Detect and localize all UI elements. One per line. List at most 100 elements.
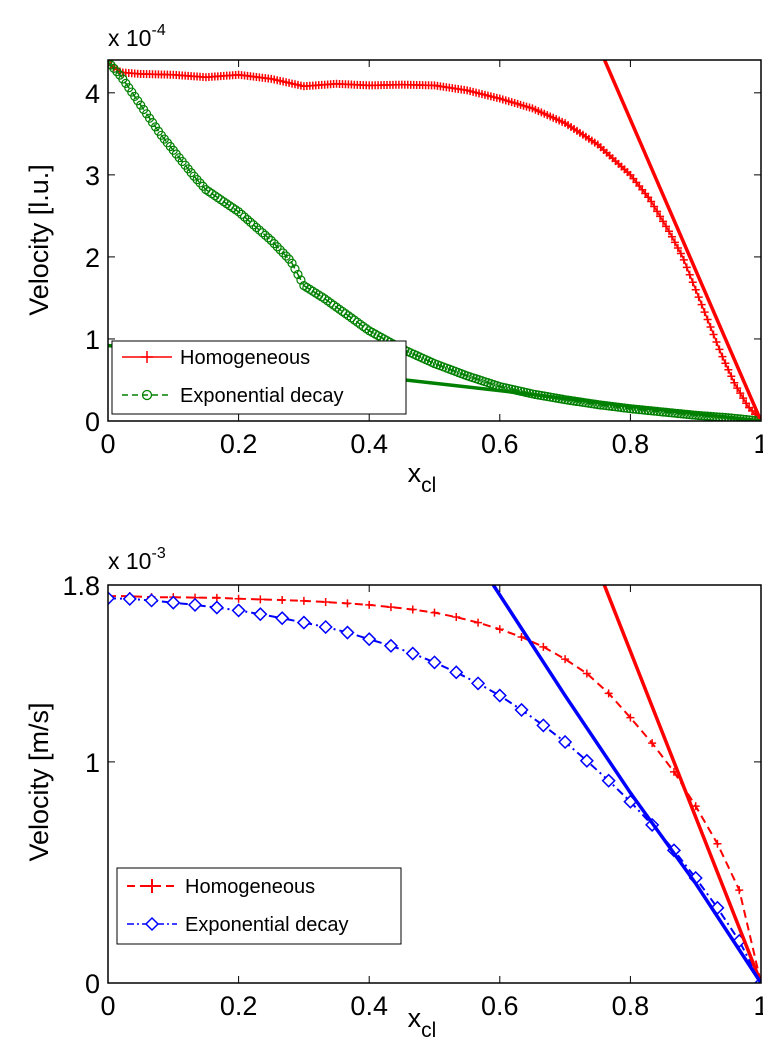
y-tick-label: 3: [85, 161, 100, 191]
data-point-homogeneous: [299, 596, 308, 605]
legend-label-exponential-decay: Exponential decay: [185, 914, 348, 936]
y-tick-label: 1.8: [62, 571, 100, 601]
data-point-homogeneous: [539, 642, 548, 651]
tick-layer: 0 0.2 0.4 0.6 0.8 1 0 1 1.8: [62, 571, 763, 1021]
data-point-exponential-decay: [242, 215, 253, 225]
plot-frame: [107, 59, 762, 422]
data-point-homogeneous: [697, 300, 706, 309]
data-point-homogeneous: [321, 598, 330, 607]
data-point-exponential-decay: [296, 275, 306, 285]
y-axis-label: Velocity [m/s]: [24, 702, 54, 861]
data-point-exponential-decay: [275, 245, 285, 255]
data-point-exponential-decay: [251, 222, 262, 233]
data-point-exponential-decay: [281, 251, 291, 261]
data-point-exponential-decay: [318, 619, 333, 635]
data-point-homogeneous: [676, 249, 685, 258]
x-tick-label: 0.4: [350, 429, 388, 459]
data-point-homogeneous: [234, 594, 243, 603]
legend-marker-homogeneous: [145, 879, 159, 893]
data-point-homogeneous: [703, 315, 712, 324]
data-point-exponential-decay: [470, 676, 486, 691]
data-point-homogeneous: [739, 394, 748, 403]
data-point-exponential-decay: [122, 591, 137, 606]
data-point-homogeneous: [713, 839, 722, 848]
series-layer: [108, 585, 761, 983]
x-tick-label: 0.6: [481, 429, 519, 459]
data-point-exponential-decay: [328, 300, 339, 310]
series-line-guide-line-3: [491, 585, 761, 983]
tick-layer: 0 0.2 0.4 0.6 0.8 1 0 1 2 3 4: [85, 60, 763, 459]
x-tick-label: 0.2: [220, 429, 258, 459]
data-point-homogeneous: [256, 595, 265, 604]
data-point-homogeneous: [650, 202, 659, 211]
data-point-homogeneous: [430, 608, 439, 617]
data-point-homogeneous: [278, 596, 287, 605]
legend: Homogeneous Exponential decay: [116, 867, 402, 945]
y-axis-label: Velocity [l.u.]: [24, 164, 54, 316]
x-axis-label: xcl: [408, 458, 437, 497]
data-point-exponential-decay: [108, 591, 116, 606]
y-tick-label: 2: [85, 243, 100, 273]
legend-label-exponential-decay: Exponential decay: [180, 385, 343, 407]
series-line-guide-line-2: [602, 60, 761, 421]
data-point-homogeneous: [736, 389, 745, 398]
x-tick-label: 0.8: [612, 991, 650, 1021]
x-tick-label: 1: [753, 991, 763, 1021]
data-point-exponential-decay: [358, 321, 368, 332]
x-axis-label: xcl: [408, 1003, 437, 1042]
data-point-exponential-decay: [144, 593, 159, 608]
data-point-homogeneous: [673, 243, 682, 252]
data-point-exponential-decay: [275, 611, 290, 626]
data-point-exponential-decay: [253, 607, 268, 622]
data-point-exponential-decay: [269, 239, 279, 249]
y-multiplier-label: x 10-4: [108, 22, 166, 51]
data-point-homogeneous: [727, 372, 736, 381]
series-homogeneous: [108, 60, 761, 421]
data-point-exponential-decay: [492, 688, 507, 703]
legend-label-homogeneous: Homogeneous: [180, 347, 310, 369]
data-point-exponential-decay: [209, 600, 224, 615]
data-point-exponential-decay: [340, 625, 355, 640]
data-point-exponential-decay: [263, 233, 273, 243]
legend-marker-exponential-decay: [144, 916, 160, 932]
data-point-homogeneous: [742, 399, 751, 408]
data-point-homogeneous: [582, 669, 591, 678]
data-point-homogeneous: [517, 632, 526, 641]
data-point-homogeneous: [685, 270, 694, 279]
data-point-exponential-decay: [245, 217, 256, 227]
data-point-exponential-decay: [248, 220, 259, 230]
legend: Homogeneous Exponential decay: [111, 340, 407, 415]
data-point-exponential-decay: [257, 228, 267, 238]
x-tick-label: 0.8: [612, 429, 650, 459]
data-point-homogeneous: [656, 212, 665, 221]
data-point-exponential-decay: [337, 306, 348, 317]
data-point-exponential-decay: [166, 595, 181, 610]
data-point-homogeneous: [452, 613, 461, 622]
data-point-exponential-decay: [427, 655, 442, 670]
data-point-homogeneous: [691, 285, 700, 294]
top-chart: x 10-4 0 0.2 0.4 0.6 0.8 1 0 1 2 3 4 Velocity [l.u…: [24, 22, 763, 497]
data-point-exponential-decay: [355, 319, 365, 329]
data-point-exponential-decay: [405, 646, 420, 661]
data-point-exponential-decay: [579, 753, 594, 768]
data-point-exponential-decay: [296, 615, 311, 630]
data-point-homogeneous: [408, 605, 417, 614]
data-point-homogeneous: [365, 600, 374, 609]
legend-marker-exponential-decay: [141, 389, 153, 401]
data-point-exponential-decay: [231, 205, 241, 215]
data-point-exponential-decay: [320, 294, 330, 304]
x-tick-label: 0.4: [350, 991, 388, 1021]
data-point-exponential-decay: [646, 406, 656, 416]
data-point-exponential-decay: [293, 269, 303, 280]
legend-box: [116, 867, 402, 945]
data-point-homogeneous: [667, 232, 676, 241]
data-point-homogeneous: [561, 655, 570, 664]
x-tick-label: 0.6: [481, 991, 519, 1021]
data-point-homogeneous: [682, 263, 691, 272]
x-tick-label: 0: [100, 429, 115, 459]
data-point-exponential-decay: [278, 248, 288, 258]
data-point-exponential-decay: [323, 296, 333, 306]
y-tick-label: 0: [85, 969, 100, 999]
legend-box: [111, 340, 407, 415]
data-point-homogeneous: [474, 618, 483, 627]
